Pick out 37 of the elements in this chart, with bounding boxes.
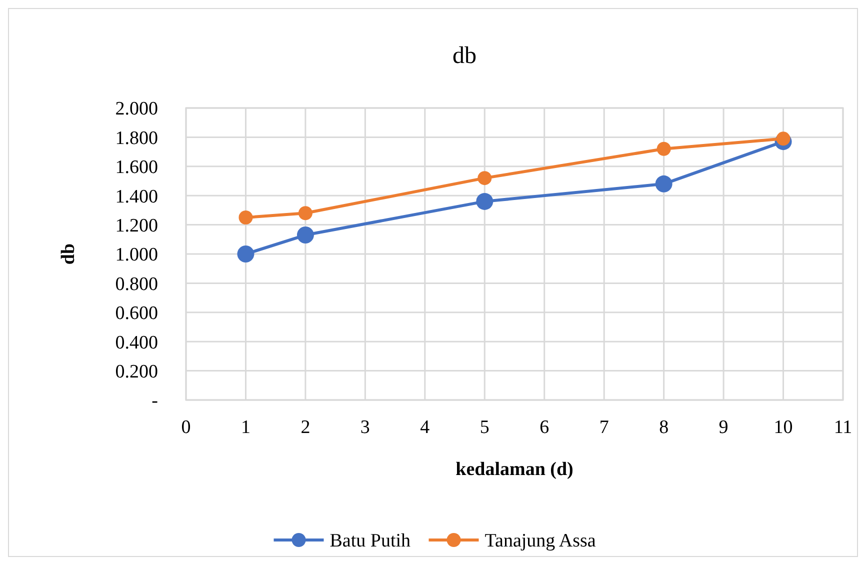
y-axis-title: db: [58, 243, 79, 265]
x-tick-label: 7: [599, 417, 609, 438]
y-tick-label: 1.600: [115, 157, 158, 178]
x-tick-label: 10: [774, 417, 793, 438]
point: [776, 132, 790, 146]
point: [476, 192, 494, 210]
legend-label: Batu Putih: [330, 530, 412, 552]
chart-title: db: [452, 43, 476, 69]
point: [296, 226, 314, 244]
y-tick-label: 0.600: [115, 303, 158, 324]
point: [478, 171, 492, 186]
y-tick-label: 0.200: [115, 361, 158, 382]
point: [655, 175, 672, 192]
y-tick-label: 0.400: [115, 332, 158, 354]
x-tick-label: 9: [718, 417, 728, 438]
x-tick-label: 4: [420, 417, 430, 438]
y-tick-label: 1.200: [115, 215, 158, 236]
point: [237, 246, 254, 262]
legend-label: Tanajung Assa: [484, 530, 596, 552]
x-tick-label: 6: [540, 417, 550, 438]
point: [656, 142, 671, 156]
point: [238, 210, 253, 224]
y-tick-label: 1.800: [115, 128, 158, 149]
y-tick-label: 1.400: [115, 186, 158, 208]
x-tick-label: 3: [360, 417, 370, 438]
y-tick-label: 2.000: [115, 98, 158, 120]
x-tick-label: 2: [300, 417, 310, 438]
x-axis-title: kedalaman (d): [456, 459, 574, 480]
x-tick-label: 11: [834, 417, 852, 438]
x-tick-label: 1: [240, 417, 250, 438]
y-tick-label: 0.800: [115, 274, 158, 295]
x-tick-label: 8: [659, 417, 669, 438]
point: [298, 206, 312, 220]
x-tick-label: 0: [181, 417, 191, 438]
x-tick-label: 5: [480, 417, 490, 438]
y-tick-label: -: [152, 390, 158, 412]
y-tick-label: 1.000: [115, 244, 158, 266]
